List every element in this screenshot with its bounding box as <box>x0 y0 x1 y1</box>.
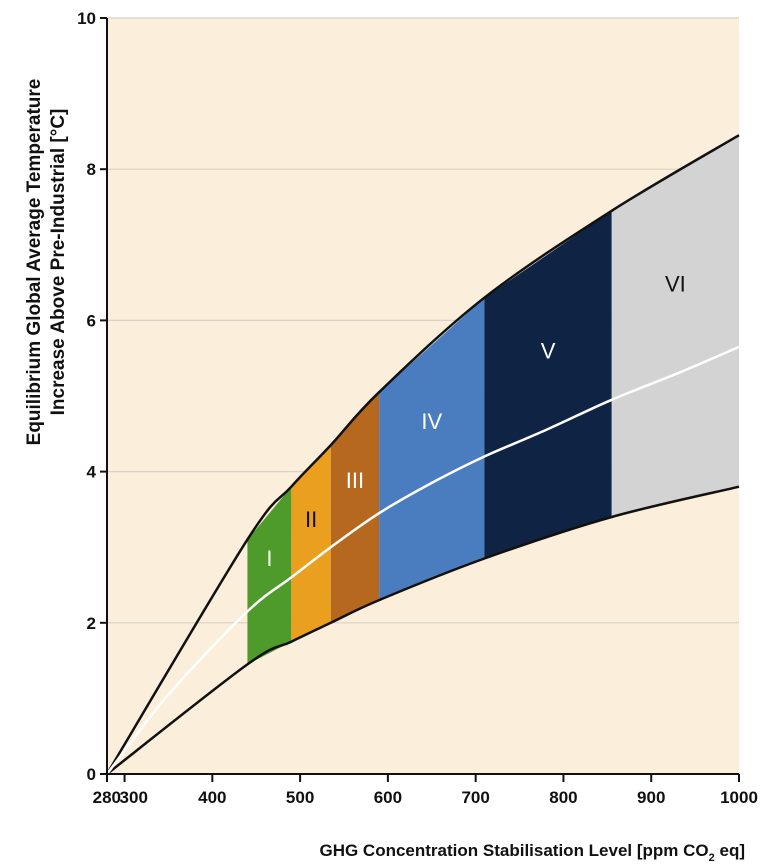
y-tick-label: 10 <box>77 9 96 28</box>
category-label: VI <box>665 272 686 297</box>
category-label: III <box>346 468 364 493</box>
y-tick-label: 0 <box>87 765 96 784</box>
category-band <box>611 135 739 517</box>
category-label: V <box>541 338 556 363</box>
category-band <box>247 486 292 665</box>
category-band <box>291 445 331 642</box>
y-tick-label: 6 <box>87 311 96 330</box>
y-tick-label: 8 <box>87 160 96 179</box>
category-band <box>484 210 612 559</box>
x-tick-label: 600 <box>374 788 402 807</box>
category-label: IV <box>421 409 442 434</box>
x-axis-label: GHG Concentration Stabilisation Level [p… <box>319 841 745 864</box>
category-bands <box>247 135 739 665</box>
best-estimate-line <box>106 345 740 775</box>
x-axis-label-main: GHG Concentration Stabilisation Level [p… <box>319 841 708 860</box>
x-tick-label: 800 <box>549 788 577 807</box>
y-axis-label-line2: Increase Above Pre-Industrial [°C] <box>48 109 69 416</box>
x-tick-label: 1000 <box>720 788 758 807</box>
category-band <box>330 392 380 623</box>
x-tick-label: 500 <box>286 788 314 807</box>
x-tick-label: 300 <box>120 788 148 807</box>
x-tick-label: 400 <box>198 788 226 807</box>
y-tick-label: 4 <box>87 463 97 482</box>
category-label: II <box>305 507 317 532</box>
category-label: I <box>266 546 272 571</box>
x-tick-label: 700 <box>461 788 489 807</box>
category-band <box>379 297 485 601</box>
y-tick-label: 2 <box>87 614 96 633</box>
x-axis-label-subscript: 2 <box>709 852 715 864</box>
x-tick-label: 280 <box>93 788 121 807</box>
upper-bound-line <box>105 134 740 775</box>
lower-bound-line <box>106 485 740 775</box>
x-axis-label-end: eq] <box>715 841 745 860</box>
y-axis-label-line1: Equilibrium Global Average Temperature <box>24 79 45 446</box>
x-tick-label: 900 <box>637 788 665 807</box>
y-axis-ticks: 0 2 4 6 8 10 <box>77 9 107 784</box>
